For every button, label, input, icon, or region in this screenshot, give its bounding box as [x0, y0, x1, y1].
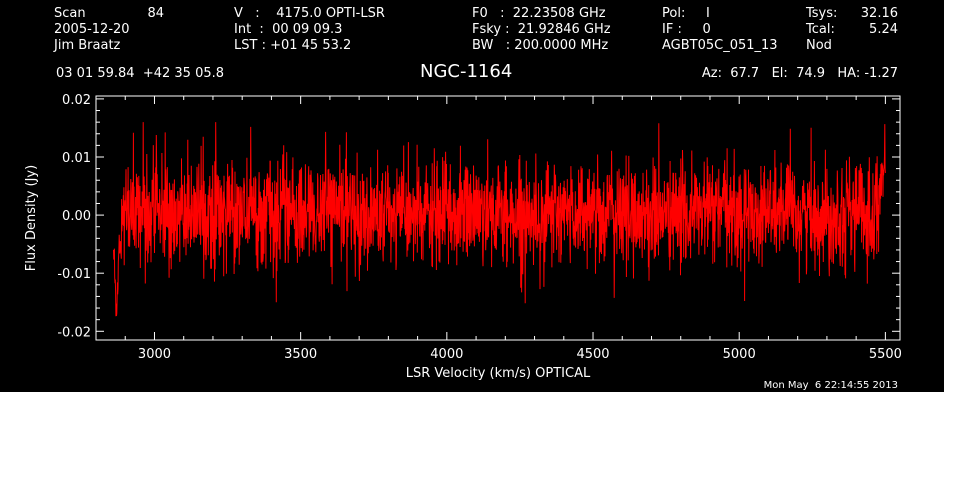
- source-name: NGC-1164: [420, 61, 513, 82]
- integration-time: Int : 00 09 09.3: [234, 22, 343, 37]
- sky-frequency: Fsky : 21.92846 GHz: [472, 22, 611, 37]
- axis-ticks: 3000 3500 4000 4500 5000 5500 -0.02 -0.01 0.00 0.…: [57, 93, 902, 362]
- tcal-value: 5.24: [869, 22, 898, 37]
- x-tick-label: 3500: [284, 347, 317, 362]
- if-number: IF : 0: [662, 22, 711, 37]
- spectrum-trace-group: [113, 122, 886, 317]
- x-tick-label: 4000: [430, 347, 463, 362]
- polarization: Pol: I: [662, 6, 710, 21]
- source-coordinates: 03 01 59.84 +42 35 05.8: [56, 66, 225, 81]
- obs-date: 2005-12-20: [54, 22, 130, 37]
- bandwidth: BW : 200.0000 MHz: [472, 38, 609, 53]
- x-tick-label: 5000: [723, 347, 756, 362]
- project-id: AGBT05C_051_13: [662, 38, 778, 53]
- y-tick-label: 0.01: [62, 151, 91, 166]
- y-tick-label: -0.02: [57, 325, 91, 340]
- tsys-value: 32.16: [860, 6, 898, 21]
- y-axis-label: Flux Density (Jy): [24, 165, 39, 271]
- tsys-label: Tsys:: [806, 6, 838, 21]
- x-tick-label: 3000: [138, 347, 171, 362]
- x-tick-label: 4500: [576, 347, 609, 362]
- obs-mode: Nod: [806, 38, 832, 53]
- y-tick-label: 0.02: [62, 93, 91, 108]
- lst-info: LST : +01 45 53.2: [234, 38, 352, 53]
- velocity-info: V : 4175.0 OPTI-LSR: [234, 6, 385, 21]
- scan-value: 84: [147, 6, 164, 21]
- x-tick-label: 5500: [869, 347, 902, 362]
- y-tick-label: 0.00: [62, 209, 91, 224]
- spectrum-chart: 3000 3500 4000 4500 5000 5500 -0.02 -0.01 0.00 0.…: [24, 93, 902, 381]
- y-tick-label: -0.01: [57, 267, 91, 282]
- plot-frame: [95, 95, 901, 341]
- spectrum-line: [113, 122, 886, 317]
- plot-timestamp: Mon May 6 22:14:55 2013: [763, 380, 898, 391]
- observer-name: Jim Braatz: [54, 38, 121, 53]
- pointing-info: Az: 67.7 El: 74.9 HA: -1.27: [701, 66, 898, 81]
- scan-label: Scan: [54, 6, 86, 21]
- rest-frequency: F0 : 22.23508 GHz: [472, 6, 606, 21]
- tcal-label: Tcal:: [806, 22, 835, 37]
- x-axis-label: LSR Velocity (km/s) OPTICAL: [406, 366, 591, 381]
